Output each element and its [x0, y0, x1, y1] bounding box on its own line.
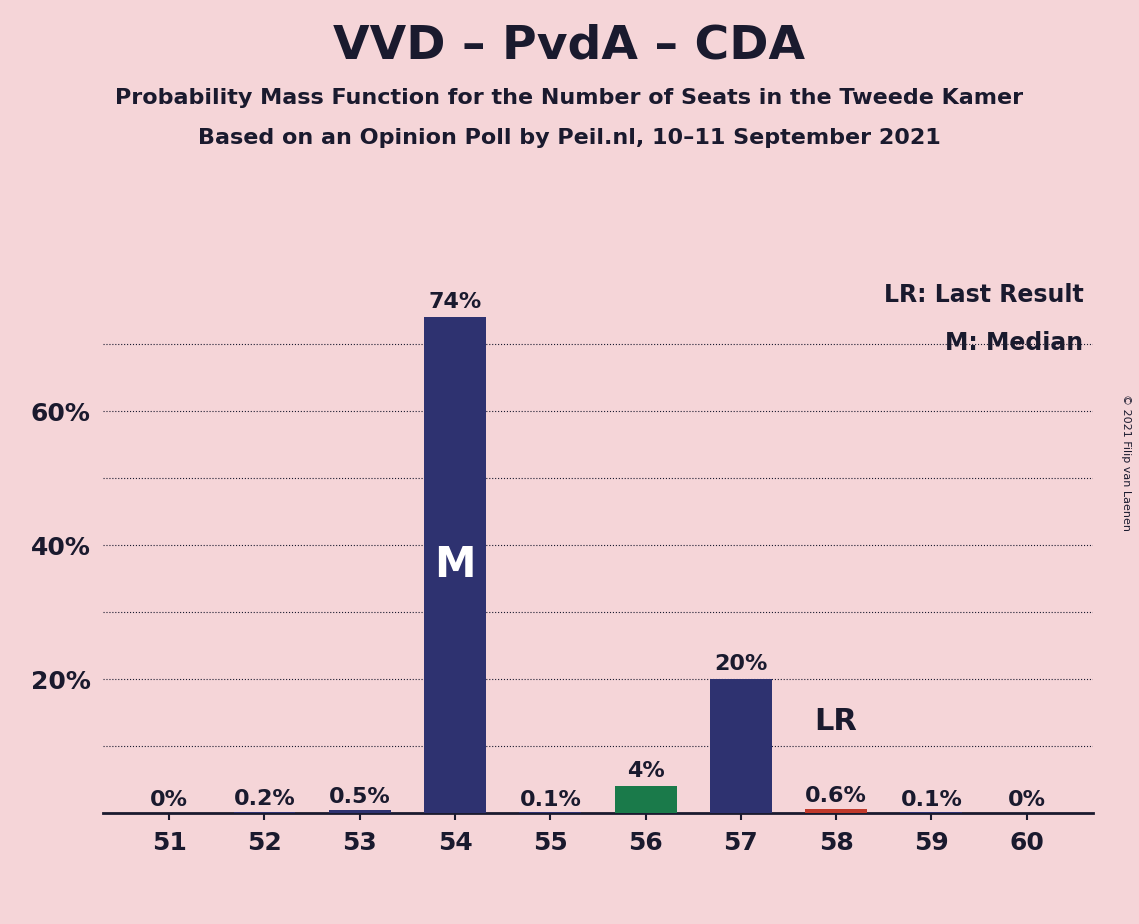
Bar [329, 809, 391, 813]
Text: 0.1%: 0.1% [519, 790, 581, 809]
Text: 20%: 20% [714, 654, 768, 674]
Text: 0.6%: 0.6% [805, 786, 867, 807]
Text: 4%: 4% [626, 761, 664, 781]
Bar [805, 809, 867, 813]
Text: LR: Last Result: LR: Last Result [884, 283, 1083, 307]
Text: 0.5%: 0.5% [329, 787, 391, 807]
Text: Probability Mass Function for the Number of Seats in the Tweede Kamer: Probability Mass Function for the Number… [115, 88, 1024, 108]
Bar [615, 786, 677, 813]
Text: VVD – PvdA – CDA: VVD – PvdA – CDA [334, 23, 805, 68]
Bar [710, 679, 772, 813]
Text: 0.2%: 0.2% [233, 789, 295, 809]
Text: 0%: 0% [150, 790, 188, 809]
Text: Based on an Opinion Poll by Peil.nl, 10–11 September 2021: Based on an Opinion Poll by Peil.nl, 10–… [198, 128, 941, 148]
Text: 0.1%: 0.1% [901, 790, 962, 809]
Text: © 2021 Filip van Laenen: © 2021 Filip van Laenen [1121, 394, 1131, 530]
Text: M: M [434, 544, 476, 586]
Text: LR: LR [814, 707, 858, 736]
Text: M: Median: M: Median [945, 331, 1083, 355]
Bar [233, 812, 295, 813]
Bar [424, 318, 486, 813]
Text: 0%: 0% [1008, 790, 1046, 809]
Text: 74%: 74% [428, 292, 482, 312]
